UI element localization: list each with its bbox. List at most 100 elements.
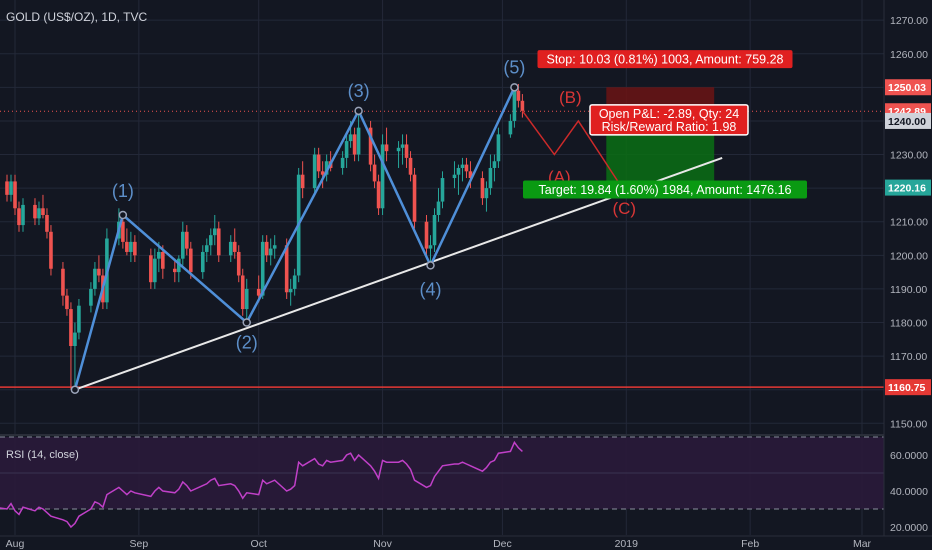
candle-body[interactable] xyxy=(89,288,93,306)
candle-body[interactable] xyxy=(5,181,9,195)
candle-body[interactable] xyxy=(272,245,277,249)
candle-body[interactable] xyxy=(312,154,317,189)
rsi-line[interactable] xyxy=(0,440,523,529)
wave-point[interactable] xyxy=(242,318,251,327)
candle-body[interactable] xyxy=(424,221,429,249)
candle-body[interactable] xyxy=(412,174,417,222)
x-tick-label: 2019 xyxy=(615,538,639,550)
candle-body[interactable] xyxy=(516,90,521,101)
candle-body[interactable] xyxy=(456,167,461,175)
candle-body[interactable] xyxy=(316,154,321,172)
wave-point[interactable] xyxy=(426,261,435,270)
candle-body[interactable] xyxy=(204,245,209,252)
target-label: Target: 19.84 (1.60%) 1984, Amount: 1476… xyxy=(539,183,792,197)
wave-point[interactable] xyxy=(70,385,80,394)
candle-body[interactable] xyxy=(41,208,45,215)
candle-body[interactable] xyxy=(292,275,297,289)
candle-body[interactable] xyxy=(480,178,485,199)
candle-body[interactable] xyxy=(188,248,193,273)
candle-body[interactable] xyxy=(396,147,401,152)
candle-body[interactable] xyxy=(37,208,41,219)
candle-body[interactable] xyxy=(432,215,437,246)
candle-body[interactable] xyxy=(436,201,441,215)
candle-body[interactable] xyxy=(13,181,17,209)
candle-body[interactable] xyxy=(256,288,261,296)
candle-body[interactable] xyxy=(508,120,513,135)
candle-body[interactable] xyxy=(181,231,185,259)
candle-body[interactable] xyxy=(200,251,205,273)
candle-body[interactable] xyxy=(264,241,269,256)
candle-body[interactable] xyxy=(300,174,305,189)
candle-body[interactable] xyxy=(73,332,77,347)
candle-body[interactable] xyxy=(208,235,213,246)
candle-body[interactable] xyxy=(17,208,21,226)
candle-body[interactable] xyxy=(428,245,433,249)
candle-body[interactable] xyxy=(77,305,81,333)
candle-body[interactable] xyxy=(408,157,413,175)
candle-body[interactable] xyxy=(488,167,493,189)
candle-body[interactable] xyxy=(161,251,165,269)
x-tick-label: Aug xyxy=(6,538,25,550)
candle-body[interactable] xyxy=(125,241,129,252)
candle-body[interactable] xyxy=(464,164,469,172)
candle-body[interactable] xyxy=(69,309,73,347)
candle-body[interactable] xyxy=(129,241,133,252)
candle-body[interactable] xyxy=(244,288,249,310)
candle-body[interactable] xyxy=(340,157,345,168)
candle-body[interactable] xyxy=(380,144,385,209)
candle-body[interactable] xyxy=(121,221,125,242)
candle-body[interactable] xyxy=(93,268,97,289)
candle-body[interactable] xyxy=(324,161,329,175)
candle-body[interactable] xyxy=(468,171,473,179)
candle-body[interactable] xyxy=(149,255,153,283)
candle-body[interactable] xyxy=(452,174,457,179)
candle-body[interactable] xyxy=(384,144,389,152)
candle-body[interactable] xyxy=(260,241,265,296)
rsi-pane[interactable] xyxy=(0,434,884,529)
candle-body[interactable] xyxy=(21,204,25,226)
candle-body[interactable] xyxy=(173,268,177,273)
candle-body[interactable] xyxy=(268,248,273,256)
candle-body[interactable] xyxy=(240,275,245,310)
candle-body[interactable] xyxy=(400,144,405,148)
candle-body[interactable] xyxy=(212,228,217,236)
candle-body[interactable] xyxy=(157,251,161,259)
wave-point[interactable] xyxy=(510,83,519,92)
candle-body[interactable] xyxy=(484,188,489,199)
candle-body[interactable] xyxy=(177,258,181,273)
candle-body[interactable] xyxy=(352,134,357,155)
candle-body[interactable] xyxy=(49,231,53,269)
candle-body[interactable] xyxy=(520,100,525,111)
candle-body[interactable] xyxy=(496,134,501,162)
candle-body[interactable] xyxy=(284,245,289,293)
candle-body[interactable] xyxy=(320,171,325,175)
candle-body[interactable] xyxy=(344,141,349,158)
wave-point[interactable] xyxy=(354,106,363,116)
candle-body[interactable] xyxy=(460,164,465,168)
candle-body[interactable] xyxy=(133,241,137,256)
candle-body[interactable] xyxy=(492,161,497,168)
candle-body[interactable] xyxy=(45,215,49,232)
candle-body[interactable] xyxy=(356,127,361,155)
candle-body[interactable] xyxy=(9,181,13,195)
candle-body[interactable] xyxy=(404,144,409,158)
candle-body[interactable] xyxy=(232,241,237,252)
candle-body[interactable] xyxy=(368,127,373,165)
candle-body[interactable] xyxy=(376,181,381,209)
candle-body[interactable] xyxy=(33,204,37,219)
candle-body[interactable] xyxy=(153,258,157,283)
wave-point[interactable] xyxy=(118,210,128,220)
candle-body[interactable] xyxy=(228,241,233,256)
candle-body[interactable] xyxy=(348,134,353,142)
candle-body[interactable] xyxy=(65,295,69,310)
candle-body[interactable] xyxy=(97,268,101,276)
candle-body[interactable] xyxy=(288,288,293,293)
candle-body[interactable] xyxy=(61,268,65,296)
candle-body[interactable] xyxy=(512,90,517,121)
candle-body[interactable] xyxy=(440,178,445,202)
candle-body[interactable] xyxy=(216,228,221,256)
candle-body[interactable] xyxy=(372,164,377,182)
candle-body[interactable] xyxy=(184,231,189,249)
candle-body[interactable] xyxy=(236,251,241,276)
